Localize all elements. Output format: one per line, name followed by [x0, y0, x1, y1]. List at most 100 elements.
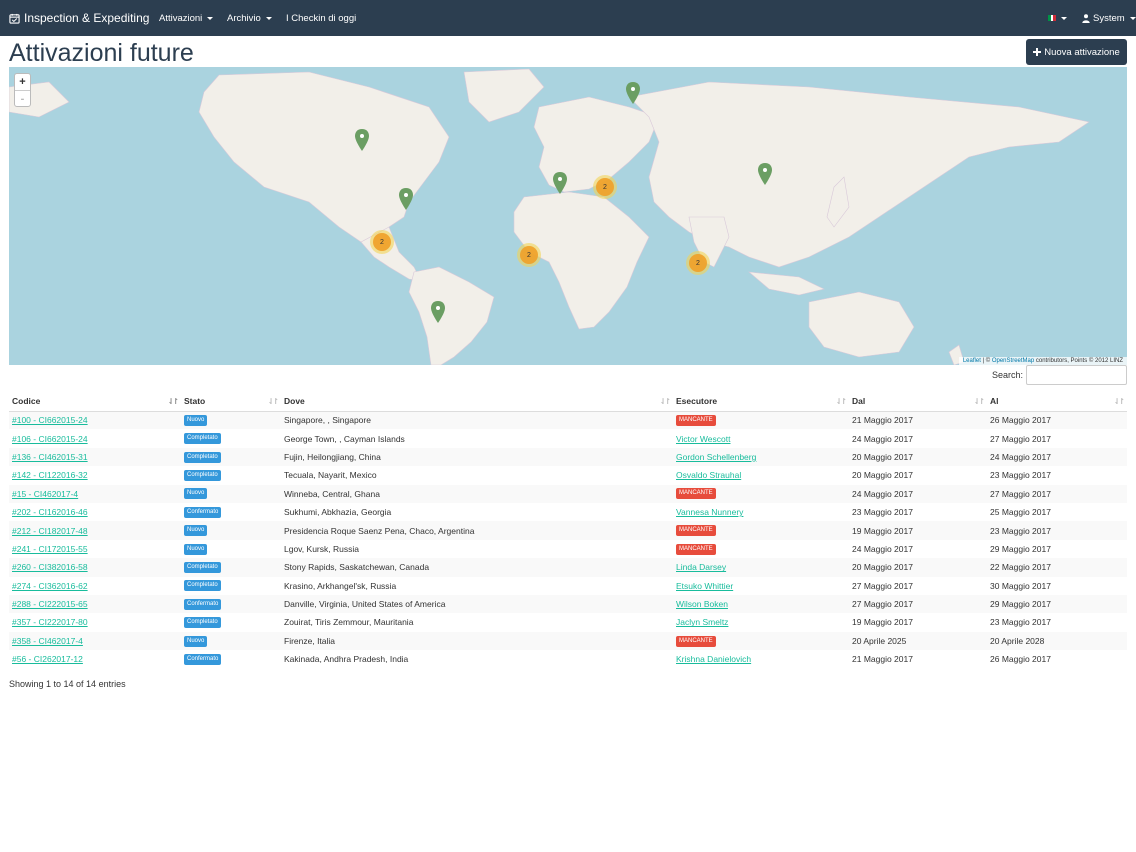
executor-link[interactable]: Victor Wescott	[676, 433, 731, 444]
executor-link[interactable]: Wilson Boken	[676, 599, 728, 610]
calendar-check-icon	[9, 13, 20, 24]
executor-link[interactable]: Osvaldo Strauhal	[676, 470, 742, 481]
menu-archivio[interactable]: Archivio	[227, 0, 272, 36]
activation-code-link[interactable]: #288 - CI222015-65	[12, 599, 88, 610]
status-badge: Completato	[184, 580, 221, 592]
cell-codice: #56 - CI262017-12	[9, 650, 181, 668]
activation-code-link[interactable]: #241 - CI172015-55	[12, 543, 88, 554]
cell-stato: Completato	[181, 613, 281, 631]
cell-dove: Lgov, Kursk, Russia	[284, 543, 359, 554]
cluster-count: 2	[596, 178, 614, 196]
search-input[interactable]	[1026, 365, 1127, 385]
activation-code-link[interactable]: #56 - CI262017-12	[12, 654, 83, 665]
osm-link[interactable]: OpenStreetMap	[991, 358, 1035, 364]
cell-dal: 21 Maggio 2017	[852, 654, 913, 665]
activation-code-link[interactable]: #212 - CI182017-48	[12, 525, 88, 536]
cell-dal: 20 Maggio 2017	[849, 447, 987, 467]
cell-dal: 20 Maggio 2017	[852, 470, 913, 481]
table-row: #142 - CI122016-32 Completato Tecuala, Nay…	[9, 466, 1127, 484]
cell-dal: 21 Maggio 2017	[849, 411, 987, 430]
map-marker-icon[interactable]	[431, 301, 445, 323]
activation-code-link[interactable]: #142 - CI122016-32	[12, 470, 88, 481]
activation-code-link[interactable]: #358 - CI462017-4	[12, 635, 83, 646]
map-marker-icon[interactable]	[399, 188, 413, 210]
map-cluster[interactable]: 2	[686, 251, 710, 275]
zoom-out-button[interactable]: -	[15, 90, 30, 106]
executor-link[interactable]: Krishna Danielovich	[676, 654, 752, 665]
cell-esecutore: MANCANTE	[673, 484, 849, 503]
map-cluster[interactable]: 2	[517, 243, 541, 267]
header-esecutore[interactable]: Esecutore ⇃↾	[673, 392, 849, 412]
activation-code-link[interactable]: #136 - CI462015-31	[12, 451, 88, 462]
map-tiles	[9, 68, 1090, 365]
cell-dal: 23 Maggio 2017	[852, 507, 913, 518]
activation-code-link[interactable]: #260 - CI382016-58	[12, 562, 88, 573]
cell-al: 29 Maggio 2017	[990, 543, 1051, 554]
header-label: Al	[990, 396, 999, 407]
cell-dal: 27 Maggio 2017	[849, 594, 987, 614]
cell-esecutore: Krishna Danielovich	[673, 650, 849, 668]
cell-dove: Zouirat, Tiris Zemmour, Mauritania	[284, 617, 414, 628]
new-activation-button[interactable]: Nuova attivazione	[1026, 39, 1127, 65]
italy-flag-icon	[1048, 15, 1057, 21]
search-label: Search:	[992, 370, 1024, 380]
cell-stato: Completato	[181, 558, 281, 577]
brand-label: Inspection & Expediting	[24, 11, 150, 25]
cell-al: 24 Maggio 2017	[987, 447, 1127, 467]
cell-dove: Sukhumi, Abkhazia, Georgia	[284, 507, 392, 518]
menu-checkin-oggi[interactable]: I Checkin di oggi	[286, 0, 356, 36]
cell-codice: #202 - CI162016-46	[9, 503, 181, 521]
cell-al: 22 Maggio 2017	[987, 558, 1127, 577]
menu-attivazioni[interactable]: Attivazioni	[159, 0, 214, 36]
zoom-control: + -	[14, 73, 31, 107]
user-dropdown[interactable]: System	[1082, 0, 1136, 36]
cell-dal: 27 Maggio 2017	[852, 580, 913, 591]
activation-code-link[interactable]: #100 - CI662015-24	[12, 415, 88, 426]
map-cluster[interactable]: 2	[370, 230, 394, 254]
map-marker-icon[interactable]	[626, 82, 640, 104]
cell-dove: Danville, Virginia, United States of Ame…	[281, 594, 673, 614]
missing-executor-badge: MANCANTE	[676, 415, 716, 427]
leaflet-link[interactable]: Leaflet	[962, 358, 981, 364]
cell-dove: Singapore, , Singapore	[281, 411, 673, 430]
status-badge: Nuovo	[184, 488, 208, 500]
header-al[interactable]: Al ⇃↾	[987, 392, 1127, 412]
zoom-in-button[interactable]: +	[19, 76, 26, 88]
activation-code-link[interactable]: #357 - CI222017-80	[12, 617, 88, 628]
table-row: #288 - CI222015-65 Confermato Danville, Vi…	[9, 594, 1127, 614]
missing-executor-badge: MANCANTE	[676, 525, 716, 537]
world-map[interactable]: + - 2 2 2 2 Leaflet | © OpenStreetMap co…	[9, 67, 1127, 365]
brand-link[interactable]: Inspection & Expediting	[9, 0, 149, 36]
table-row: #357 - CI222017-80 Completato Zouirat, Tir…	[9, 613, 1127, 631]
cell-dove: Presidencia Roque Saenz Pena, Chaco, Arg…	[281, 521, 673, 540]
cell-codice: #15 - CI462017-4	[9, 484, 181, 503]
cell-dove: Kakinada, Andhra Pradesh, India	[284, 654, 409, 665]
header-dal[interactable]: Dal ⇃↾	[849, 392, 987, 412]
executor-link[interactable]: Linda Darsey	[676, 562, 727, 573]
cell-dal: 24 Maggio 2017	[852, 543, 913, 554]
cell-esecutore: Vannesa Nunnery	[673, 503, 849, 521]
header-dove[interactable]: Dove ⇃↾	[281, 392, 673, 412]
cell-dove: Fujin, Heilongjiang, China	[281, 447, 673, 467]
activation-code-link[interactable]: #274 - CI362016-62	[12, 580, 88, 591]
cell-codice: #288 - CI222015-65	[9, 594, 181, 614]
header-stato[interactable]: Stato ⇃↾	[181, 392, 281, 412]
activation-code-link[interactable]: #106 - CI662015-24	[12, 433, 88, 444]
executor-link[interactable]: Gordon Schellenberg	[676, 451, 757, 462]
activation-code-link[interactable]: #202 - CI162016-46	[12, 507, 88, 518]
executor-link[interactable]: Vannesa Nunnery	[676, 507, 744, 518]
executor-link[interactable]: Jaclyn Smeltz	[676, 617, 729, 628]
header-codice[interactable]: Codice ⇃↾	[9, 392, 181, 412]
activation-code-link[interactable]: #15 - CI462017-4	[12, 488, 79, 499]
cell-codice: #100 - CI662015-24	[9, 411, 181, 430]
executor-link[interactable]: Etsuko Whittier	[676, 580, 734, 591]
map-marker-icon[interactable]	[355, 129, 369, 151]
map-marker-icon[interactable]	[553, 172, 567, 194]
table-row: #241 - CI172015-55 Nuovo Lgov, Kursk, Russ…	[9, 540, 1127, 558]
cell-esecutore: Etsuko Whittier	[673, 577, 849, 595]
table-row: #212 - CI182017-48 Nuovo Presidencia Roque…	[9, 521, 1127, 540]
map-cluster[interactable]: 2	[593, 175, 617, 199]
language-dropdown[interactable]	[1048, 0, 1067, 36]
map-marker-icon[interactable]	[758, 163, 772, 185]
cell-codice: #241 - CI172015-55	[9, 540, 181, 558]
